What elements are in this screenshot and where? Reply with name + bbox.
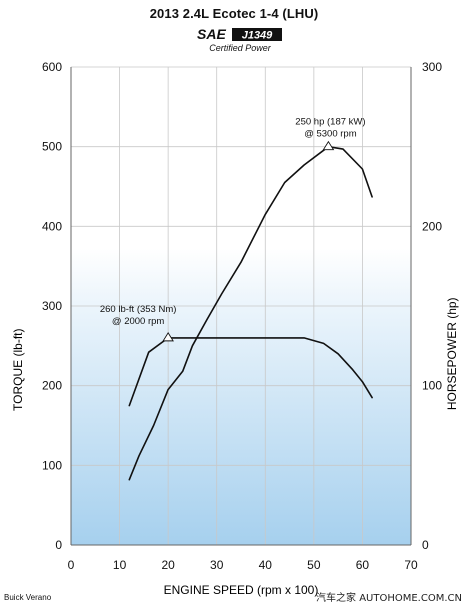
x-tick-label: 70 <box>404 558 418 572</box>
y-axis-right-label: HORSEPOWER (hp) <box>445 297 459 410</box>
y-left-tick-label: 600 <box>42 60 62 74</box>
x-tick-label: 50 <box>307 558 321 572</box>
x-tick-label: 10 <box>113 558 127 572</box>
autohome-watermark: 汽车之家 AUTOHOME.COM.CN <box>316 593 462 604</box>
chart-markers <box>162 140 335 342</box>
horsepower-peak-marker <box>322 140 335 151</box>
y-right-tick-label: 0 <box>422 538 429 552</box>
x-axis-label: ENGINE SPEED (rpm x 100) <box>164 583 319 597</box>
x-tick-label: 20 <box>161 558 175 572</box>
x-tick-label: 30 <box>210 558 224 572</box>
y-left-tick-label: 300 <box>42 299 62 313</box>
sae-logo-standard-text: J1349 <box>242 30 273 42</box>
y-left-tick-label: 200 <box>42 379 62 393</box>
y-axis-left-label: TORQUE (lb-ft) <box>11 329 25 411</box>
torque-line <box>128 337 373 407</box>
x-tick-label: 0 <box>68 558 75 572</box>
torque_peak-annotation-line: 260 lb-ft (353 Nm) <box>100 304 177 315</box>
y-left-tick-label: 100 <box>42 458 62 472</box>
sae-logo-badge <box>232 28 282 41</box>
y-right-tick-label: 200 <box>422 219 442 233</box>
power_peak-annotation-line: 250 hp (187 kW) <box>295 117 365 128</box>
sae-logo-graphic: SAE J1349 Certified Power <box>197 26 282 53</box>
chart-annotations: 260 lb-ft (353 Nm)@ 2000 rpm 250 hp (187 … <box>100 117 366 327</box>
y-right-tick-label: 100 <box>422 379 442 393</box>
torque-peak-marker <box>162 332 174 342</box>
x-tick-label: 60 <box>356 558 370 572</box>
chart-ticks: 0 10 20 30 40 50 60 70 0 100 200 300 400 500 600 0 100 20… <box>42 60 442 572</box>
y-left-tick-label: 0 <box>55 538 62 552</box>
y-right-tick-label: 300 <box>422 60 442 74</box>
sae-logo-sae-text: SAE <box>197 26 226 42</box>
horsepower-line <box>128 145 373 481</box>
chart-title: 2013 2.4L Ecotec 1-4 (LHU) <box>149 6 319 21</box>
chart-grid <box>71 66 411 545</box>
x-tick-label: 40 <box>259 558 273 572</box>
y-left-tick-label: 400 <box>42 219 62 233</box>
y-left-tick-label: 500 <box>42 140 62 154</box>
torque_peak-annotation-line: @ 2000 rpm <box>112 316 165 327</box>
sae-logo-certified-text: Certified Power <box>209 43 272 53</box>
chart-axes <box>70 67 412 546</box>
power_peak-annotation-line: @ 5300 rpm <box>304 129 357 140</box>
vehicle-name: Buick Verano <box>4 593 52 602</box>
chart-series <box>128 145 373 481</box>
sae-j1349-logo: SAE J1349 Certified Power <box>196 26 284 54</box>
